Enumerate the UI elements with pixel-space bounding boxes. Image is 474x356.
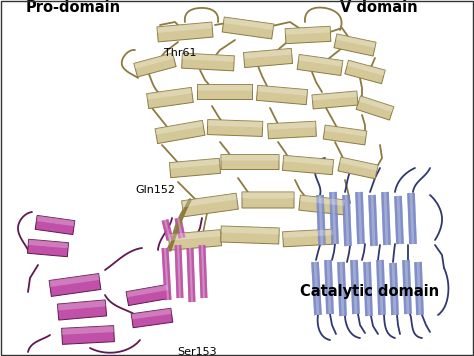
FancyBboxPatch shape — [198, 84, 253, 100]
FancyBboxPatch shape — [169, 158, 220, 169]
Text: Gln152: Gln152 — [135, 185, 175, 195]
FancyBboxPatch shape — [283, 155, 334, 166]
FancyBboxPatch shape — [155, 120, 203, 135]
FancyBboxPatch shape — [285, 26, 331, 44]
FancyBboxPatch shape — [134, 53, 176, 77]
FancyBboxPatch shape — [182, 193, 237, 207]
FancyBboxPatch shape — [257, 85, 308, 96]
Text: Thr61: Thr61 — [164, 48, 196, 58]
FancyBboxPatch shape — [340, 157, 378, 171]
FancyBboxPatch shape — [134, 53, 174, 69]
FancyBboxPatch shape — [49, 274, 101, 297]
FancyBboxPatch shape — [221, 226, 279, 244]
FancyBboxPatch shape — [323, 125, 367, 145]
FancyBboxPatch shape — [222, 17, 274, 39]
FancyBboxPatch shape — [57, 300, 107, 320]
Text: Pro-domain: Pro-domain — [26, 0, 121, 15]
FancyBboxPatch shape — [198, 84, 253, 90]
FancyBboxPatch shape — [345, 60, 385, 84]
FancyBboxPatch shape — [126, 284, 168, 297]
FancyBboxPatch shape — [208, 120, 263, 127]
FancyBboxPatch shape — [28, 239, 69, 248]
FancyBboxPatch shape — [146, 88, 192, 100]
Text: Catalytic domain: Catalytic domain — [300, 284, 439, 299]
FancyBboxPatch shape — [157, 22, 213, 42]
FancyBboxPatch shape — [338, 157, 378, 179]
FancyBboxPatch shape — [35, 215, 75, 235]
FancyBboxPatch shape — [283, 155, 334, 175]
FancyBboxPatch shape — [62, 326, 114, 344]
FancyBboxPatch shape — [36, 215, 75, 226]
FancyBboxPatch shape — [157, 22, 212, 33]
FancyBboxPatch shape — [62, 326, 114, 335]
FancyBboxPatch shape — [299, 195, 345, 215]
Text: V domain: V domain — [340, 0, 418, 15]
FancyBboxPatch shape — [312, 91, 357, 101]
FancyBboxPatch shape — [223, 17, 274, 30]
FancyBboxPatch shape — [359, 96, 394, 112]
FancyBboxPatch shape — [334, 34, 376, 56]
FancyBboxPatch shape — [256, 85, 308, 105]
FancyBboxPatch shape — [168, 230, 222, 250]
FancyBboxPatch shape — [299, 54, 343, 67]
FancyBboxPatch shape — [283, 229, 333, 238]
FancyBboxPatch shape — [242, 192, 294, 198]
FancyBboxPatch shape — [324, 125, 367, 137]
FancyBboxPatch shape — [126, 284, 170, 305]
FancyBboxPatch shape — [182, 53, 234, 62]
FancyBboxPatch shape — [268, 121, 316, 139]
FancyBboxPatch shape — [182, 53, 234, 71]
FancyBboxPatch shape — [244, 48, 292, 68]
FancyBboxPatch shape — [285, 26, 330, 35]
FancyBboxPatch shape — [300, 195, 345, 206]
FancyBboxPatch shape — [244, 48, 292, 59]
FancyBboxPatch shape — [347, 60, 385, 75]
FancyBboxPatch shape — [155, 120, 205, 143]
FancyBboxPatch shape — [312, 91, 358, 109]
FancyBboxPatch shape — [27, 239, 69, 257]
FancyBboxPatch shape — [221, 155, 279, 161]
FancyBboxPatch shape — [268, 121, 316, 130]
FancyBboxPatch shape — [169, 158, 220, 178]
FancyBboxPatch shape — [182, 193, 238, 217]
FancyBboxPatch shape — [131, 308, 172, 319]
FancyBboxPatch shape — [356, 96, 394, 120]
FancyBboxPatch shape — [336, 34, 376, 48]
FancyBboxPatch shape — [207, 120, 263, 136]
FancyBboxPatch shape — [283, 229, 333, 247]
FancyBboxPatch shape — [221, 226, 279, 234]
Text: Ser153: Ser153 — [177, 347, 217, 356]
FancyBboxPatch shape — [49, 274, 100, 287]
FancyBboxPatch shape — [242, 192, 294, 208]
FancyBboxPatch shape — [168, 230, 221, 241]
FancyBboxPatch shape — [57, 300, 106, 310]
FancyBboxPatch shape — [297, 54, 343, 75]
FancyBboxPatch shape — [146, 88, 193, 109]
FancyBboxPatch shape — [131, 308, 173, 328]
FancyBboxPatch shape — [221, 155, 279, 169]
